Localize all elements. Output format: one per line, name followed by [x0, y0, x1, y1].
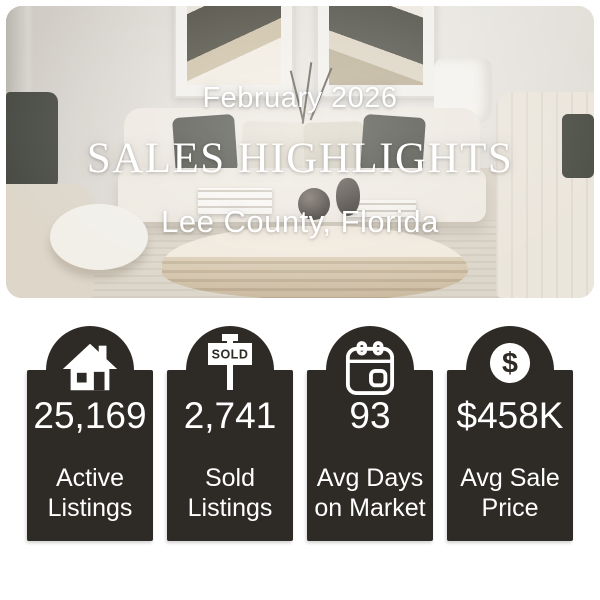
- card-body: [447, 370, 573, 541]
- stat-value: 25,169: [33, 395, 147, 436]
- card-body: [167, 370, 293, 541]
- stat-label: Avg Sale Price: [447, 463, 573, 523]
- travertine-banding: [162, 259, 468, 298]
- book-stack: [346, 200, 416, 217]
- sold-sign-text: SOLD: [212, 348, 249, 362]
- stat-label: Avg Days on Market: [307, 463, 433, 523]
- hero-month: February 2026: [202, 82, 398, 114]
- stat-card-sold-listings: SOLD 2,741 Sold Listings: [167, 326, 293, 541]
- hero-title: SALES HIGHLIGHTS: [86, 135, 514, 182]
- calendar-icon: [345, 340, 395, 403]
- decor-vase: [336, 178, 360, 216]
- stat-label-line: Sold: [204, 464, 256, 492]
- house-icon: [59, 343, 121, 396]
- stat-card-avg-sale-price: $ $458K Avg Sale Price: [447, 326, 573, 541]
- hero-photo: February 2026 SALES HIGHLIGHTS Lee Count…: [6, 6, 594, 298]
- stat-value: 93: [349, 395, 391, 436]
- stat-label-line: Avg Sale: [460, 464, 560, 492]
- stat-label-line: Listings: [187, 494, 273, 522]
- right-dark-pillow: [562, 114, 594, 178]
- hero-location: Lee County, Florida: [161, 204, 439, 239]
- left-dark-pillow: [6, 92, 58, 190]
- stat-label-line: Price: [481, 494, 539, 522]
- coffee-table: [162, 226, 468, 298]
- decor-sphere: [298, 188, 330, 220]
- stat-card-active-listings: 25,169 Active Listings: [27, 326, 153, 541]
- svg-text:$: $: [502, 348, 518, 380]
- stat-label: Sold Listings: [167, 463, 293, 523]
- hero-text-overlay: February 2026 SALES HIGHLIGHTS Lee Count…: [6, 6, 594, 298]
- photo-light-overlay: [6, 6, 594, 298]
- artwork-canvas: [329, 6, 423, 85]
- artwork-canvas: [187, 6, 281, 85]
- stat-value: $458K: [456, 395, 564, 436]
- sold-sign-icon: SOLD: [198, 334, 262, 397]
- round-ottoman: [50, 204, 148, 270]
- stat-label-line: Listings: [47, 494, 133, 522]
- book-stack: [198, 188, 272, 214]
- dollar-circle-icon: $: [489, 342, 531, 389]
- artwork-left: [174, 6, 294, 98]
- stat-label-line: Active: [55, 464, 125, 492]
- stat-card-avg-days-on-market: 93 Avg Days on Market: [307, 326, 433, 541]
- stat-label-line: on Market: [314, 494, 426, 522]
- stat-value: 2,741: [183, 395, 277, 436]
- card-body: [27, 370, 153, 541]
- card-body: [307, 370, 433, 541]
- stat-label-line: Avg Days: [316, 464, 424, 492]
- stat-label: Active Listings: [27, 463, 153, 523]
- artwork-right: [316, 6, 436, 98]
